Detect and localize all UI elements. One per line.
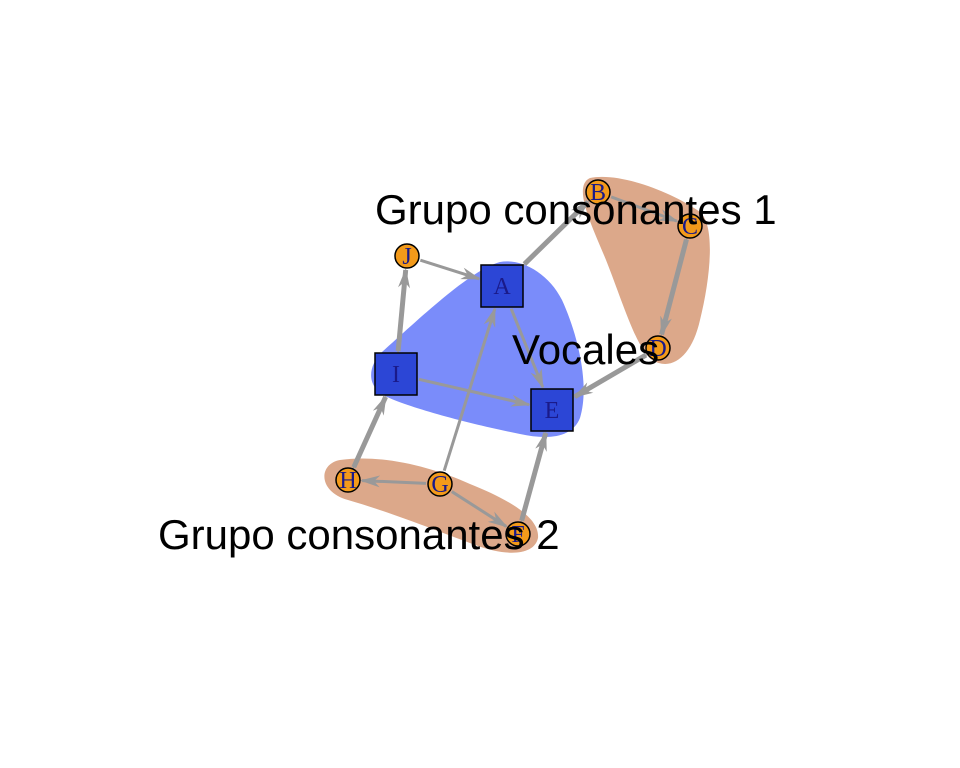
node-label-J: J xyxy=(402,244,411,270)
group-label-vocales: Vocales xyxy=(512,326,659,373)
node-E: E xyxy=(530,388,574,432)
edge-G-F xyxy=(450,490,508,528)
node-square-A xyxy=(480,264,524,308)
node-label-D: D xyxy=(649,336,666,362)
node-circle-D xyxy=(645,335,671,361)
node-label-B: B xyxy=(590,180,606,206)
edge-D-E xyxy=(573,340,665,399)
node-H: H xyxy=(335,467,361,494)
node-circle-J xyxy=(394,243,420,269)
edge-G-H xyxy=(359,475,427,488)
node-D: D xyxy=(645,335,671,362)
node-square-I xyxy=(374,352,418,396)
group-label-consonantes-2: Grupo consonantes 2 xyxy=(158,511,560,558)
node-label-G: G xyxy=(431,472,448,498)
edge-A-B xyxy=(507,200,590,281)
group-label-consonantes-1: Grupo consonantes 1 xyxy=(375,186,777,233)
node-circle-C xyxy=(677,213,703,239)
edge-H-I xyxy=(340,394,388,487)
node-label-E: E xyxy=(545,398,560,424)
node-F: F xyxy=(505,521,531,548)
node-label-F: F xyxy=(511,522,524,548)
node-G: G xyxy=(427,471,453,498)
node-circle-G xyxy=(427,471,453,497)
node-J: J xyxy=(394,243,420,270)
graph-nodes: A E I B C D F G H J xyxy=(335,179,703,548)
node-C: C xyxy=(677,213,703,240)
node-circle-B xyxy=(585,179,611,205)
edge-A-E xyxy=(509,308,545,389)
node-label-C: C xyxy=(682,214,698,240)
edge-G-A xyxy=(442,307,497,472)
group-labels: Grupo consonantes 1 Vocales Grupo conson… xyxy=(158,186,777,558)
edge-I-E xyxy=(418,377,531,407)
node-label-I: I xyxy=(392,362,400,388)
edge-J-A xyxy=(419,258,482,281)
node-circle-H xyxy=(335,467,361,493)
edge-I-J xyxy=(390,267,411,370)
edge-B-C xyxy=(610,195,679,223)
node-B: B xyxy=(585,179,611,206)
node-circle-F xyxy=(505,521,531,547)
node-label-H: H xyxy=(339,468,356,494)
node-square-E xyxy=(530,388,574,432)
graph-edges xyxy=(340,195,697,540)
node-label-A: A xyxy=(493,274,511,300)
edge-C-D xyxy=(659,220,697,337)
node-I: I xyxy=(374,352,418,396)
node-A: A xyxy=(480,264,524,308)
edge-F-E xyxy=(511,430,549,540)
